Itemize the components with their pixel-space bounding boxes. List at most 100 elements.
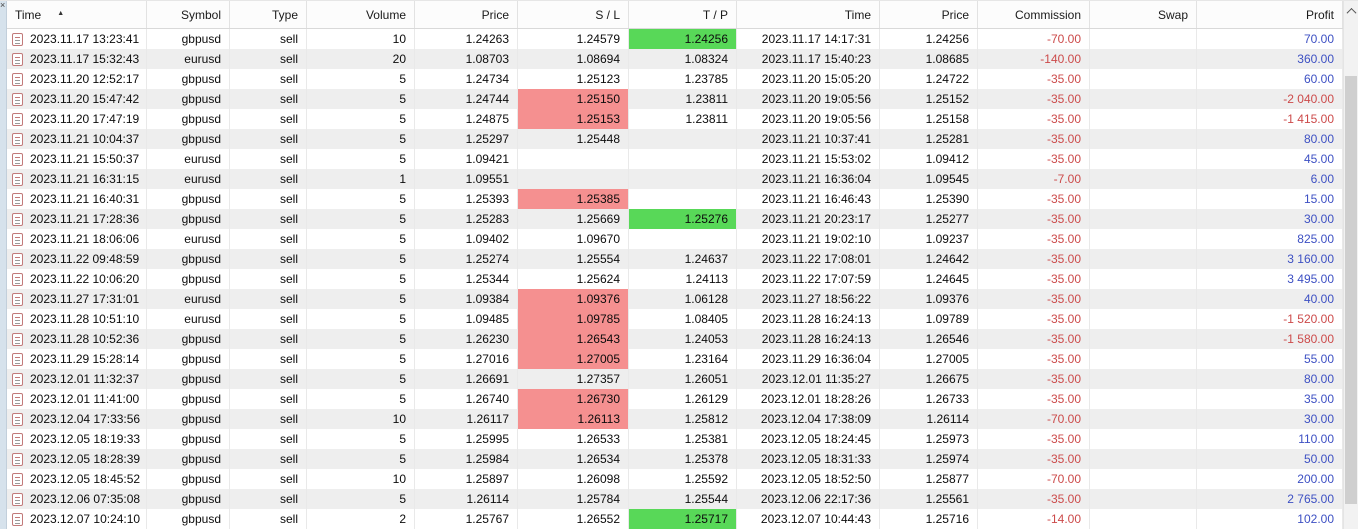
cell-value: 2023.12.01 11:41:00: [30, 392, 140, 406]
column-header-time_open[interactable]: Time ▲: [7, 1, 147, 28]
table-row[interactable]: 2023.11.21 18:06:06 eurusd sell 5 1.09402 1.0…: [7, 229, 1343, 249]
cell-time_open: 2023.12.06 07:35:08: [7, 489, 147, 509]
table-row[interactable]: 2023.12.05 18:45:52 gbpusd sell 10 1.25897 1.…: [7, 469, 1343, 489]
cell-time_close: 2023.12.01 11:35:27: [737, 369, 880, 389]
table-row[interactable]: 2023.12.06 07:35:08 gbpusd sell 5 1.26114 1.2…: [7, 489, 1343, 509]
table-row[interactable]: 2023.12.01 11:41:00 gbpusd sell 5 1.26740 1.2…: [7, 389, 1343, 409]
cell-value: -35.00: [1046, 352, 1081, 366]
column-header-label: Time: [844, 7, 871, 22]
column-header-price_open[interactable]: Price: [415, 1, 518, 28]
table-row[interactable]: 2023.11.20 15:47:42 gbpusd sell 5 1.24744 1.2…: [7, 89, 1343, 109]
cell-type: sell: [230, 109, 307, 129]
cell-value: 1.24053: [684, 332, 728, 346]
column-header-profit[interactable]: Profit: [1197, 1, 1343, 28]
table-row[interactable]: 2023.12.07 10:24:10 gbpusd sell 2 1.25767 1.2…: [7, 509, 1343, 529]
table-row[interactable]: 2023.11.20 12:52:17 gbpusd sell 5 1.24734 1.2…: [7, 69, 1343, 89]
table-row[interactable]: 2023.11.28 10:52:36 gbpusd sell 5 1.26230 1.2…: [7, 329, 1343, 349]
table-row[interactable]: 2023.11.17 15:32:43 eurusd sell 20 1.08703 1.…: [7, 49, 1343, 69]
column-header-label: Price: [481, 7, 509, 22]
cell-value: 2023.11.22 09:48:59: [30, 252, 140, 266]
cell-value: 1.25716: [925, 512, 969, 526]
cell-value: -70.00: [1046, 412, 1081, 426]
cell-value: 1.09421: [465, 152, 509, 166]
cell-value: sell: [279, 172, 298, 186]
cell-value: gbpusd: [181, 92, 221, 106]
table-row[interactable]: 2023.11.21 17:28:36 gbpusd sell 5 1.25283 1.2…: [7, 209, 1343, 229]
column-header-sl[interactable]: S / L: [518, 1, 629, 28]
scrollbar-thumb[interactable]: [1345, 76, 1357, 504]
cell-value: 1.25385: [576, 192, 620, 206]
cell-value: -35.00: [1046, 292, 1081, 306]
cell-value: -140.00: [1040, 52, 1081, 66]
cell-time_close: 2023.12.05 18:52:50: [737, 469, 880, 489]
column-header-time_close[interactable]: Time: [737, 1, 880, 28]
cell-time_open: 2023.11.21 18:06:06: [7, 229, 147, 249]
table-row[interactable]: 2023.12.01 11:32:37 gbpusd sell 5 1.26691 1.2…: [7, 369, 1343, 389]
cell-value: 2023.11.20 15:05:20: [761, 72, 871, 86]
vertical-scrollbar[interactable]: [1343, 1, 1358, 529]
table-row[interactable]: 2023.11.21 15:50:37 eurusd sell 5 1.09421 202…: [7, 149, 1343, 169]
cell-swap: [1090, 429, 1197, 449]
cell-type: sell: [230, 209, 307, 229]
order-document-icon: [12, 492, 23, 506]
cell-price_close: 1.25281: [880, 129, 978, 149]
table-row[interactable]: 2023.11.29 15:28:14 gbpusd sell 5 1.27016 1.2…: [7, 349, 1343, 369]
cell-value: 1.25390: [925, 192, 969, 206]
table-row[interactable]: 2023.11.21 10:04:37 gbpusd sell 5 1.25297 1.2…: [7, 129, 1343, 149]
column-header-commission[interactable]: Commission: [978, 1, 1090, 28]
table-row[interactable]: 2023.11.21 16:31:15 eurusd sell 1 1.09551 202…: [7, 169, 1343, 189]
cell-volume: 5: [307, 309, 415, 329]
table-row[interactable]: 2023.11.20 17:47:19 gbpusd sell 5 1.24875 1.2…: [7, 109, 1343, 129]
column-header-symbol[interactable]: Symbol: [147, 1, 230, 28]
cell-value: -1 580.00: [1283, 332, 1334, 346]
table-row[interactable]: 2023.11.28 10:51:10 eurusd sell 5 1.09485 1.0…: [7, 309, 1343, 329]
cell-time_close: 2023.11.21 16:46:43: [737, 189, 880, 209]
cell-value: 1.23164: [684, 352, 728, 366]
cell-volume: 2: [307, 509, 415, 529]
table-row[interactable]: 2023.11.21 16:40:31 gbpusd sell 5 1.25393 1.2…: [7, 189, 1343, 209]
cell-volume: 5: [307, 429, 415, 449]
cell-price_open: 1.26740: [415, 389, 518, 409]
order-document-icon: [12, 72, 23, 86]
column-header-tp[interactable]: T / P: [629, 1, 737, 28]
table-row[interactable]: 2023.11.22 10:06:20 gbpusd sell 5 1.25344 1.2…: [7, 269, 1343, 289]
table-row[interactable]: 2023.12.05 18:19:33 gbpusd sell 5 1.25995 1.2…: [7, 429, 1343, 449]
cell-value: sell: [279, 292, 298, 306]
sort-ascending-icon: ▲: [57, 10, 65, 17]
column-header-type[interactable]: Type: [230, 1, 307, 28]
cell-type: sell: [230, 89, 307, 109]
table-row[interactable]: 2023.11.17 13:23:41 gbpusd sell 10 1.24263 1.…: [7, 29, 1343, 49]
cell-price_close: 1.24722: [880, 69, 978, 89]
cell-value: 1.24256: [925, 32, 969, 46]
cell-value: 200.00: [1297, 472, 1334, 486]
table-row[interactable]: 2023.11.27 17:31:01 eurusd sell 5 1.09384 1.0…: [7, 289, 1343, 309]
cell-type: sell: [230, 469, 307, 489]
cell-profit: 45.00: [1197, 149, 1343, 169]
cell-value: 1.25554: [576, 252, 620, 266]
cell-sl: 1.26533: [518, 429, 629, 449]
table-row[interactable]: 2023.12.05 18:28:39 gbpusd sell 5 1.25984 1.2…: [7, 449, 1343, 469]
cell-price_close: 1.24642: [880, 249, 978, 269]
cell-swap: [1090, 209, 1197, 229]
cell-commission: -35.00: [978, 309, 1090, 329]
order-document-icon: [12, 332, 23, 346]
cell-price_close: 1.24256: [880, 29, 978, 49]
cell-value: 35.00: [1303, 392, 1334, 406]
cell-swap: [1090, 389, 1197, 409]
cell-value: 2023.12.06 22:17:36: [760, 492, 871, 506]
cell-type: sell: [230, 169, 307, 189]
cell-commission: -35.00: [978, 189, 1090, 209]
table-row[interactable]: 2023.12.04 17:33:56 gbpusd sell 10 1.26117 1.…: [7, 409, 1343, 429]
cell-value: 1.25283: [465, 212, 509, 226]
cell-value: sell: [279, 332, 298, 346]
cell-value: sell: [279, 352, 298, 366]
scroll-up-button[interactable]: [1344, 1, 1358, 21]
column-header-volume[interactable]: Volume: [307, 1, 415, 28]
cell-value: 2023.11.22 17:08:01: [761, 252, 871, 266]
cell-value: 30.00: [1303, 212, 1334, 226]
table-row[interactable]: 2023.11.22 09:48:59 gbpusd sell 5 1.25274 1.2…: [7, 249, 1343, 269]
cell-value: sell: [279, 412, 298, 426]
column-header-swap[interactable]: Swap: [1090, 1, 1197, 28]
column-header-price_close[interactable]: Price: [880, 1, 978, 28]
cell-profit: 15.00: [1197, 189, 1343, 209]
